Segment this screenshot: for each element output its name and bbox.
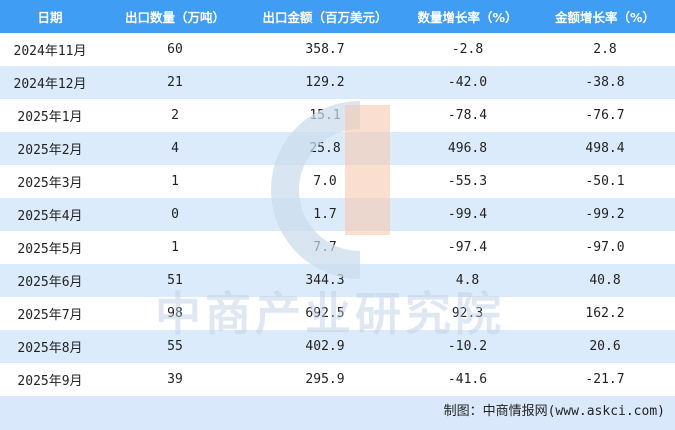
cell-quantity-growth: -99.4 — [400, 198, 535, 231]
cell-amount: 25.8 — [250, 132, 400, 165]
cell-date: 2025年3月 — [17, 176, 83, 191]
cell-amount: 344.3 — [250, 264, 400, 297]
cell-amount: 7.0 — [313, 174, 337, 189]
cell-date: 2025年6月 — [0, 264, 100, 297]
cell-quantity-growth: -78.4 — [447, 108, 488, 123]
table-row: 2025年9月 39 295.9 -41.6 -21.7 — [0, 363, 675, 396]
cell-quantity: 21 — [100, 66, 250, 99]
header-amount: 出口金额（百万美元） — [250, 0, 400, 33]
cell-date: 2025年9月 — [17, 374, 83, 389]
cell-amount-growth: 498.4 — [535, 132, 675, 165]
cell-amount: 295.9 — [305, 372, 345, 387]
cell-amount-growth: 20.6 — [535, 330, 675, 363]
cell-amount: 1.7 — [250, 198, 400, 231]
cell-date: 2025年7月 — [17, 308, 83, 323]
data-table: 日期 出口数量（万吨） 出口金额（百万美元） 数量增长率（%） 金额增长率（%）… — [0, 0, 675, 396]
cell-quantity-growth: -97.4 — [447, 240, 488, 255]
cell-amount-growth: -76.7 — [585, 108, 625, 123]
table-row: 2025年8月 55 402.9 -10.2 20.6 — [0, 330, 675, 363]
cell-amount-growth: 162.2 — [585, 306, 625, 321]
table-row: 2025年5月 1 7.7 -97.4 -97.0 — [0, 231, 675, 264]
cell-quantity: 60 — [167, 42, 183, 57]
cell-amount: 402.9 — [250, 330, 400, 363]
table-row: 2024年12月 21 129.2 -42.0 -38.8 — [0, 66, 675, 99]
header-date: 日期 — [0, 0, 100, 33]
cell-quantity: 4 — [100, 132, 250, 165]
header-quantity: 出口数量（万吨） — [100, 0, 250, 33]
cell-quantity-growth: -2.8 — [451, 42, 484, 57]
source-footer: 制图：中商情报网(www.askci.com) — [0, 396, 675, 430]
cell-quantity: 0 — [100, 198, 250, 231]
table-row: 2025年1月 2 15.1 -78.4 -76.7 — [0, 99, 675, 132]
cell-quantity: 1 — [171, 174, 179, 189]
cell-quantity-growth: 4.8 — [400, 264, 535, 297]
cell-amount: 7.7 — [313, 240, 337, 255]
cell-quantity: 1 — [171, 240, 179, 255]
cell-quantity-growth: -42.0 — [400, 66, 535, 99]
cell-quantity: 55 — [100, 330, 250, 363]
cell-quantity: 51 — [100, 264, 250, 297]
cell-amount-growth: -99.2 — [535, 198, 675, 231]
cell-date: 2025年4月 — [0, 198, 100, 231]
cell-quantity-growth: -41.6 — [447, 372, 488, 387]
cell-quantity-growth: 496.8 — [400, 132, 535, 165]
cell-amount-growth: -97.0 — [585, 240, 625, 255]
header-quantity-growth: 数量增长率（%） — [400, 0, 535, 33]
cell-quantity: 39 — [167, 372, 183, 387]
cell-date: 2025年5月 — [17, 242, 83, 257]
header-row: 日期 出口数量（万吨） 出口金额（百万美元） 数量增长率（%） 金额增长率（%） — [0, 0, 675, 33]
cell-quantity-growth: -55.3 — [447, 174, 488, 189]
table-row: 2025年7月 98 692.5 92.3 162.2 — [0, 297, 675, 330]
cell-amount-growth: 40.8 — [535, 264, 675, 297]
table-row: 2025年4月 0 1.7 -99.4 -99.2 — [0, 198, 675, 231]
cell-amount: 358.7 — [305, 42, 345, 57]
cell-amount-growth: -21.7 — [585, 372, 625, 387]
cell-amount: 15.1 — [309, 108, 341, 123]
table-row: 2024年11月 60 358.7 -2.8 2.8 — [0, 33, 675, 66]
cell-quantity-growth: 92.3 — [451, 306, 484, 321]
header-amount-growth: 金额增长率（%） — [535, 0, 675, 33]
cell-date: 2025年1月 — [17, 110, 83, 125]
cell-date: 2025年2月 — [0, 132, 100, 165]
cell-amount-growth: -38.8 — [535, 66, 675, 99]
table-row: 2025年2月 4 25.8 496.8 498.4 — [0, 132, 675, 165]
source-credit: 制图：中商情报网(www.askci.com) — [443, 404, 665, 419]
table-row: 2025年6月 51 344.3 4.8 40.8 — [0, 264, 675, 297]
cell-date: 2025年8月 — [0, 330, 100, 363]
cell-amount: 129.2 — [250, 66, 400, 99]
cell-amount-growth: -50.1 — [585, 174, 625, 189]
cell-quantity: 2 — [171, 108, 179, 123]
cell-quantity-growth: -10.2 — [400, 330, 535, 363]
cell-date: 2024年12月 — [0, 66, 100, 99]
cell-quantity: 98 — [167, 306, 183, 321]
table-row: 2025年3月 1 7.0 -55.3 -50.1 — [0, 165, 675, 198]
cell-date: 2024年11月 — [13, 44, 87, 59]
cell-amount-growth: 2.8 — [593, 42, 617, 57]
cell-amount: 692.5 — [305, 306, 345, 321]
